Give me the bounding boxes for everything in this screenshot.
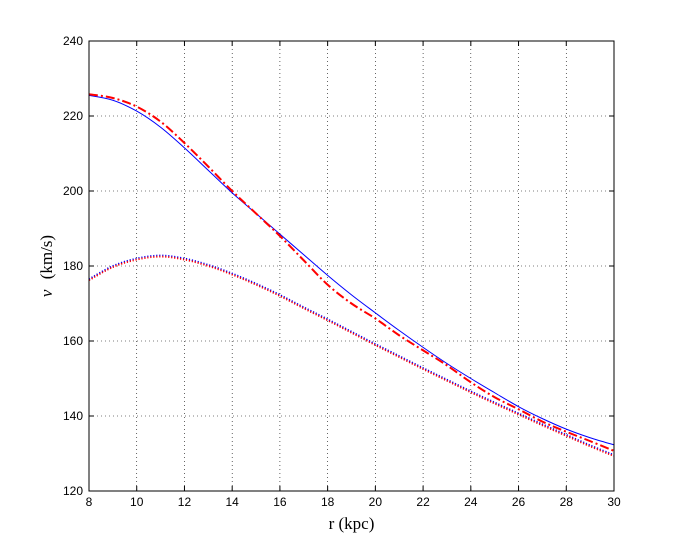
y-tick-label: 120 xyxy=(63,484,83,498)
x-tick-label: 20 xyxy=(369,495,383,509)
x-tick-label: 12 xyxy=(178,495,192,509)
x-tick-label: 18 xyxy=(321,495,335,509)
y-tick-label: 180 xyxy=(63,259,83,273)
y-tick-label: 220 xyxy=(63,109,83,123)
tick-layer: 8 10 12 14 16 18 20 22 24 26 28 30 120 140 160 180 200 22… xyxy=(63,34,621,509)
x-tick-label: 22 xyxy=(416,495,430,509)
series-line-3-dotted xyxy=(88,254,615,456)
x-axis-label: r (kpc) xyxy=(329,514,375,533)
y-axis-unit: (km/s) xyxy=(37,235,56,279)
series-line-4-dotted xyxy=(88,255,615,457)
x-tick-label: 28 xyxy=(560,495,574,509)
y-axis-label: v (km/s) xyxy=(37,235,56,297)
x-tick-label: 10 xyxy=(130,495,144,509)
series-layer xyxy=(88,93,615,457)
series-line-2-dash-dot xyxy=(88,93,615,452)
y-tick-label: 240 xyxy=(63,34,83,48)
x-tick-label: 16 xyxy=(273,495,287,509)
y-axis-variable: v xyxy=(37,289,56,297)
x-tick-label: 30 xyxy=(607,495,621,509)
x-tick-label: 24 xyxy=(464,495,478,509)
plot-frame xyxy=(88,40,615,492)
series-line-1-solid xyxy=(88,94,615,446)
x-tick-label: 26 xyxy=(512,495,526,509)
grid xyxy=(89,41,614,491)
y-tick-label: 200 xyxy=(63,184,83,198)
y-tick-label: 160 xyxy=(63,334,83,348)
y-tick-label: 140 xyxy=(63,409,83,423)
x-tick-label: 14 xyxy=(226,495,240,509)
x-tick-label: 8 xyxy=(86,495,93,509)
